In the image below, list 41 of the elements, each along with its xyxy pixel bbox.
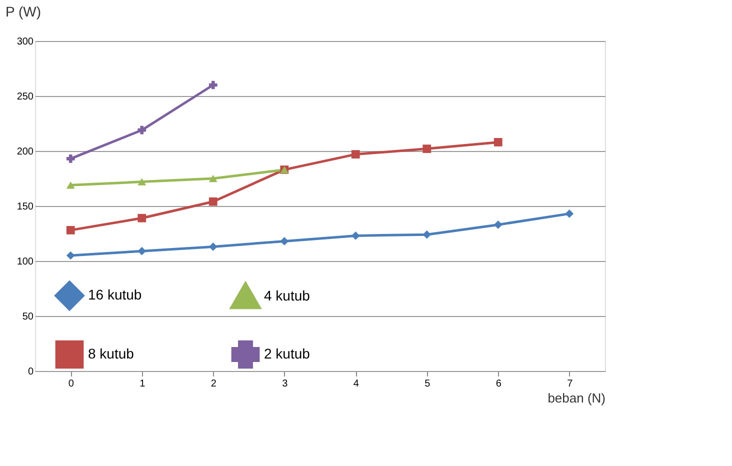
y-tick-label: 300 xyxy=(16,36,34,48)
point xyxy=(208,174,218,182)
point xyxy=(494,220,502,229)
point xyxy=(138,178,146,186)
point xyxy=(66,181,75,189)
x-tick-label: 7 xyxy=(567,378,574,390)
legend-label: 4 kutub xyxy=(264,287,310,304)
x-tick-label: 2 xyxy=(210,378,217,390)
point xyxy=(494,138,502,146)
point xyxy=(138,246,146,256)
point xyxy=(208,80,218,90)
point xyxy=(351,150,360,158)
legend-label: 2 kutub xyxy=(264,346,310,362)
point xyxy=(66,154,75,163)
point xyxy=(422,230,432,239)
point xyxy=(565,210,574,218)
x-axis-title: beban (N) xyxy=(548,390,606,406)
x-tick-label: 4 xyxy=(353,378,360,390)
x-tick-label: 6 xyxy=(496,378,502,390)
y-tick-label: 0 xyxy=(28,366,34,378)
legend-label: 8 kutub xyxy=(88,346,134,362)
x-tick-label: 3 xyxy=(282,378,288,390)
x-tick-label: 5 xyxy=(424,378,431,390)
point xyxy=(138,126,146,134)
y-tick-label: 200 xyxy=(16,146,34,158)
x-tick-label: 1 xyxy=(140,378,146,390)
point xyxy=(208,197,218,206)
point xyxy=(66,226,75,234)
y-tick-label: 150 xyxy=(16,202,34,212)
point xyxy=(351,232,360,240)
y-tick-label: 50 xyxy=(22,312,34,322)
legend-label: 16 kutub xyxy=(88,286,142,303)
point xyxy=(138,214,146,222)
point xyxy=(66,251,75,260)
y-tick-label: 250 xyxy=(16,92,34,102)
y-tick-label: 100 xyxy=(16,256,34,268)
point xyxy=(280,237,289,246)
point xyxy=(208,242,218,251)
point xyxy=(422,144,432,153)
y-axis-title: P (W) xyxy=(6,4,42,20)
x-tick-label: 0 xyxy=(68,378,74,390)
